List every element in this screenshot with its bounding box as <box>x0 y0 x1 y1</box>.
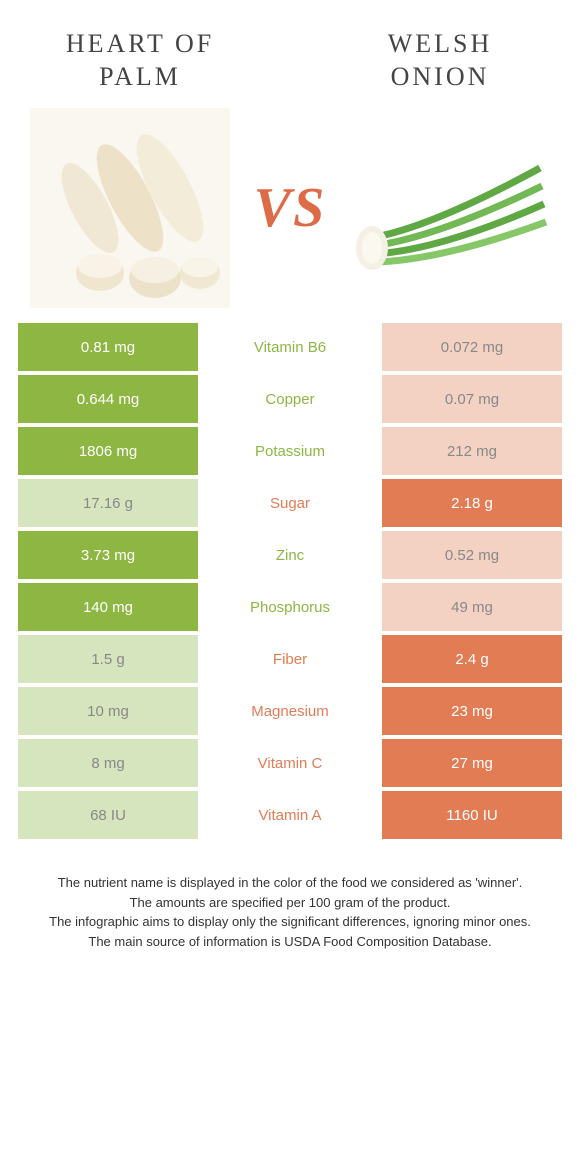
table-row: 1806 mgPotassium212 mg <box>18 427 562 475</box>
left-value: 8 mg <box>18 739 198 787</box>
left-value: 68 IU <box>18 791 198 839</box>
nutrient-name: Magnesium <box>198 687 382 735</box>
nutrient-name: Potassium <box>198 427 382 475</box>
footer-line: The amounts are specified per 100 gram o… <box>30 893 550 913</box>
footer-line: The infographic aims to display only the… <box>30 912 550 932</box>
vs-label: VS <box>254 176 327 240</box>
nutrient-name: Zinc <box>198 531 382 579</box>
right-value: 0.07 mg <box>382 375 562 423</box>
images-row: VS <box>0 103 580 323</box>
heart-of-palm-icon <box>30 108 230 308</box>
left-value: 0.81 mg <box>18 323 198 371</box>
nutrient-name: Phosphorus <box>198 583 382 631</box>
table-row: 1.5 gFiber2.4 g <box>18 635 562 683</box>
nutrient-name: Vitamin C <box>198 739 382 787</box>
nutrient-name: Copper <box>198 375 382 423</box>
table-row: 3.73 mgZinc0.52 mg <box>18 531 562 579</box>
left-value: 10 mg <box>18 687 198 735</box>
right-value: 1160 IU <box>382 791 562 839</box>
table-row: 17.16 gSugar2.18 g <box>18 479 562 527</box>
left-food-title: Heart of Palm <box>40 28 240 93</box>
right-value: 2.18 g <box>382 479 562 527</box>
right-value: 0.52 mg <box>382 531 562 579</box>
left-value: 3.73 mg <box>18 531 198 579</box>
table-row: 0.644 mgCopper0.07 mg <box>18 375 562 423</box>
right-value: 0.072 mg <box>382 323 562 371</box>
nutrient-name: Sugar <box>198 479 382 527</box>
right-value: 212 mg <box>382 427 562 475</box>
welsh-onion-icon <box>350 108 550 308</box>
left-value: 140 mg <box>18 583 198 631</box>
table-row: 0.81 mgVitamin B60.072 mg <box>18 323 562 371</box>
footer-line: The main source of information is USDA F… <box>30 932 550 952</box>
right-value: 2.4 g <box>382 635 562 683</box>
nutrient-name: Fiber <box>198 635 382 683</box>
comparison-table: 0.81 mgVitamin B60.072 mg0.644 mgCopper0… <box>0 323 580 839</box>
left-value: 0.644 mg <box>18 375 198 423</box>
table-row: 10 mgMagnesium23 mg <box>18 687 562 735</box>
right-value: 27 mg <box>382 739 562 787</box>
left-value: 1806 mg <box>18 427 198 475</box>
left-value: 1.5 g <box>18 635 198 683</box>
table-row: 8 mgVitamin C27 mg <box>18 739 562 787</box>
left-food-image <box>30 108 230 308</box>
nutrient-name: Vitamin A <box>198 791 382 839</box>
right-food-image <box>350 108 550 308</box>
footer-line: The nutrient name is displayed in the co… <box>30 873 550 893</box>
footer-notes: The nutrient name is displayed in the co… <box>0 843 580 951</box>
nutrient-name: Vitamin B6 <box>198 323 382 371</box>
left-value: 17.16 g <box>18 479 198 527</box>
table-row: 140 mgPhosphorus49 mg <box>18 583 562 631</box>
header: Heart of Palm Welsh onion <box>0 0 580 103</box>
right-value: 49 mg <box>382 583 562 631</box>
right-value: 23 mg <box>382 687 562 735</box>
table-row: 68 IUVitamin A1160 IU <box>18 791 562 839</box>
right-food-title: Welsh onion <box>340 28 540 93</box>
